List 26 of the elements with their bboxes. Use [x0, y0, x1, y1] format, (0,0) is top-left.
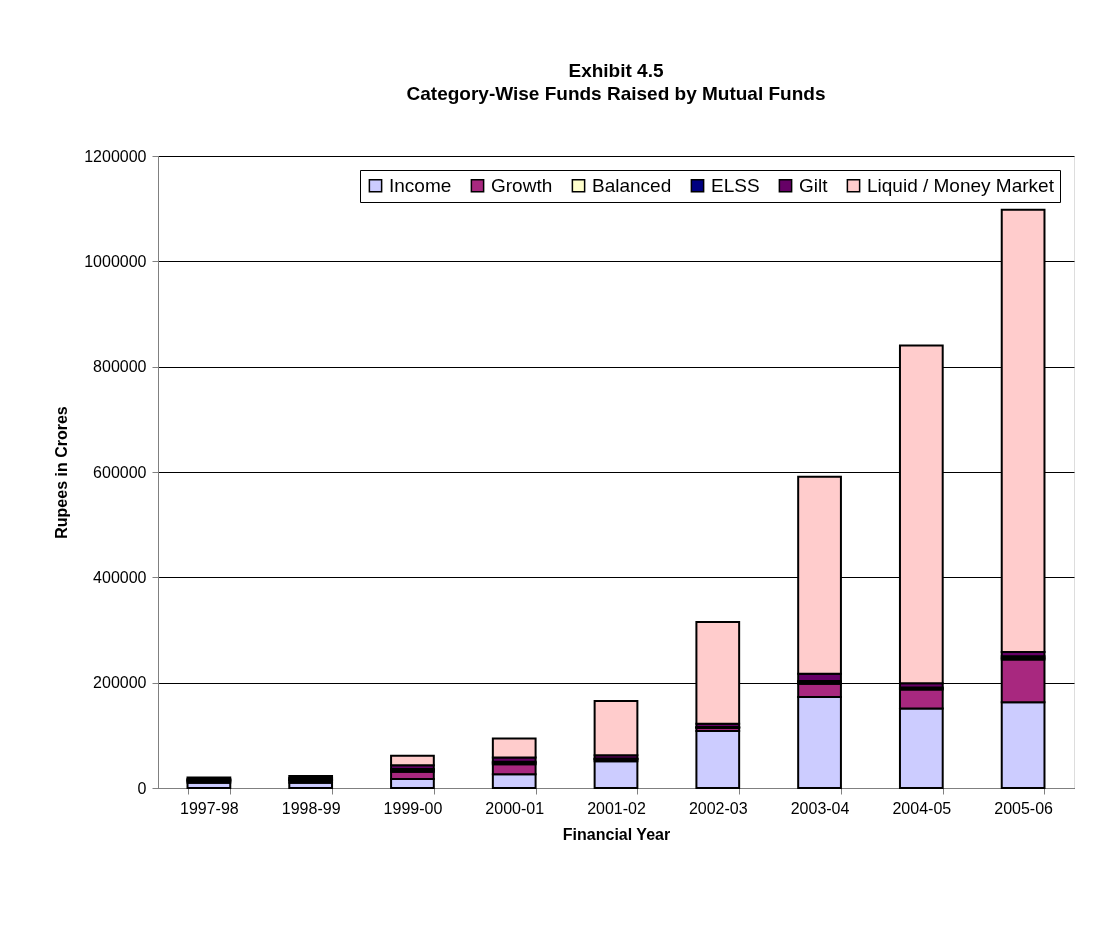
y-tick-label: 1200000	[84, 147, 147, 165]
x-tick-label: 2000-01	[485, 799, 545, 817]
y-tick-label: 800000	[93, 358, 147, 376]
legend-label: Balanced	[592, 174, 672, 196]
x-tick-label: 2002-03	[688, 799, 748, 817]
y-tick-label: 200000	[93, 674, 147, 692]
legend-label: ELSS	[711, 174, 760, 196]
x-tick-label: 2005-06	[994, 799, 1054, 817]
y-tick-label: 600000	[93, 463, 147, 481]
chart-subtitle: Category-Wise Funds Raised by Mutual Funds	[406, 83, 826, 104]
legend-label: Income	[389, 174, 452, 196]
x-tick-label: 1999-00	[383, 799, 443, 817]
chart-title: Exhibit 4.5	[568, 60, 664, 81]
legend-label: Gilt	[799, 174, 829, 196]
x-tick-label: 2004-05	[892, 799, 952, 817]
x-tick-label: 2003-04	[790, 799, 850, 817]
legend-label: Liquid / Money Market	[867, 174, 1055, 196]
x-tick-label: 1998-99	[281, 799, 341, 817]
y-axis-title: Rupees in Crores	[53, 406, 71, 539]
y-tick-label: 0	[137, 779, 147, 797]
y-tick-label: 1000000	[84, 252, 147, 270]
y-tick-label: 400000	[93, 568, 147, 586]
x-tick-label: 2001-02	[587, 799, 646, 817]
x-axis-title: Financial Year	[562, 825, 671, 843]
x-tick-label: 1997-98	[180, 799, 239, 817]
legend-label: Growth	[491, 174, 553, 196]
